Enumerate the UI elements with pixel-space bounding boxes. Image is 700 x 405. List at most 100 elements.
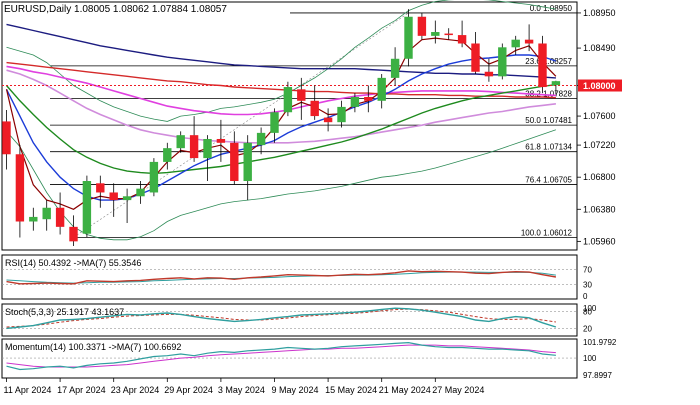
stoch-d-line (6, 308, 556, 328)
stoch-tick-label: 80 (583, 308, 592, 317)
candle-body (511, 39, 520, 48)
current-price-badge (578, 79, 622, 92)
candle-body (230, 142, 239, 182)
momentum-label: Momentum(14) 100.3371 ->MA(7) 100.6692 (5, 342, 181, 352)
fib-label: 38.2 1.07828 (525, 90, 572, 99)
rsi-layer: 70 30 0 (2, 265, 592, 301)
candles-layer (2, 9, 561, 246)
fib-label: 100.0 1.06012 (521, 228, 573, 237)
candle-body (471, 43, 480, 72)
date-tick-label: 21 May 2024 (379, 385, 431, 395)
date-axis: 11 Apr 2024 17 Apr 2024 23 Apr 2024 29 Apr … (4, 378, 484, 395)
price-tick-label: 1.06800 (583, 172, 616, 182)
candle-body (297, 89, 306, 101)
candle-body (337, 106, 346, 123)
fib-label: 50.0 1.07481 (525, 116, 572, 125)
candle-body (498, 47, 507, 77)
candle-body (538, 43, 547, 88)
candle-body (69, 226, 78, 242)
date-tick-label: 11 Apr 2024 (4, 385, 52, 395)
rsi-tick-label: 0 (583, 292, 588, 301)
candle-body (404, 16, 413, 59)
candle-body (176, 135, 185, 149)
momentum-pane-frame (1, 338, 578, 379)
ma-violet-line (6, 69, 556, 144)
candle-body (2, 121, 11, 155)
chart-header: EURUSD,Daily 1.08005 1.08062 1.07884 1.0… (4, 4, 227, 15)
candle-body (243, 142, 252, 182)
candle-body (431, 32, 440, 36)
price-tick-label: 1.08950 (583, 8, 616, 18)
ma-red-line (6, 61, 556, 99)
stoch-k-line (6, 307, 557, 330)
price-tick-label: 1.07220 (583, 140, 616, 150)
rsi-label: RSI(14) 50.4392 ->MA(7) 55.3546 (5, 258, 141, 268)
rsi-tick-label: 30 (583, 281, 592, 290)
rsi-line (6, 270, 557, 285)
date-tick-label: 29 Apr 2024 (164, 385, 213, 395)
candle-body (55, 207, 65, 227)
candle-body (270, 112, 279, 133)
candle-body (417, 16, 427, 36)
candle-body (350, 96, 360, 107)
candle-body (283, 87, 293, 113)
momentum-line (6, 341, 556, 371)
fib-label: 61.8 1.07134 (525, 143, 572, 152)
candle-body (15, 154, 25, 222)
momentum-tick-label: 101.9792 (583, 338, 617, 347)
price-tick-label: 1.07600 (583, 111, 616, 121)
main-pane-frame (1, 1, 578, 251)
rsi-tick-label: 70 (583, 265, 592, 274)
bollinger-upper-line (6, 0, 556, 122)
candle-body (109, 192, 118, 201)
bollinger-layer (6, 0, 557, 241)
momentum-layer: 101.9792 100 97.8997 (2, 338, 617, 380)
date-tick-label: 9 May 2024 (272, 385, 319, 395)
momentum-ma-line (6, 344, 556, 368)
stoch-tick-label: 100 (583, 304, 597, 313)
candle-body (163, 148, 172, 162)
candle-body (29, 216, 38, 222)
candle-body (189, 135, 199, 159)
candle-body (96, 183, 105, 193)
candle-body (82, 181, 92, 234)
date-tick-label: 17 Apr 2024 (57, 385, 106, 395)
fib-label: 76.4 1.06705 (525, 175, 572, 184)
date-tick-label: 23 Apr 2024 (111, 385, 160, 395)
price-tick-label: 1.05960 (583, 236, 616, 246)
date-tick-label: 27 May 2024 (432, 385, 484, 395)
momentum-tick-label: 100 (583, 354, 597, 363)
ma-magenta-line (6, 65, 556, 116)
candle-body (524, 39, 534, 44)
ma-navy-line (6, 23, 556, 79)
candle-body (122, 196, 132, 201)
candle-body (256, 132, 266, 146)
candle-body (310, 100, 319, 117)
date-tick-label: 15 May 2024 (325, 385, 377, 395)
candle-body (484, 71, 494, 77)
candle-body (364, 96, 373, 101)
ma-green-line (5, 84, 556, 175)
bollinger-lower-line (6, 129, 557, 241)
candle-body (377, 77, 386, 101)
fib-anchor-line (73, 12, 409, 238)
price-tick-label: 1.06380 (583, 204, 616, 214)
fib-label: 23.6 1.08257 (525, 57, 572, 66)
candle-body (216, 138, 226, 143)
moving-averages-layer (5, 23, 557, 210)
ma-blue-line (5, 54, 557, 201)
candle-body (42, 207, 51, 220)
date-tick-label: 3 May 2024 (218, 385, 265, 395)
candle-body (390, 58, 400, 78)
candle-body (551, 81, 561, 86)
candle-body (323, 117, 333, 123)
candle-body (457, 35, 467, 44)
candle-body (149, 161, 159, 193)
stoch-label: Stoch(5,3,3) 25.1917 43.1637 (5, 307, 124, 317)
candle-body (203, 138, 212, 159)
stoch-tick-label: 20 (583, 324, 592, 333)
